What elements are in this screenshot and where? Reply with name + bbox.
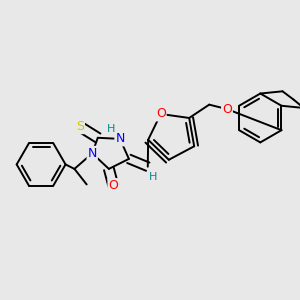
Text: O: O [156, 107, 166, 121]
Text: H: H [149, 172, 158, 182]
Text: H: H [107, 124, 115, 134]
Text: N: N [115, 132, 125, 146]
Text: S: S [76, 120, 84, 133]
Text: N: N [88, 147, 97, 160]
Text: O: O [108, 179, 118, 192]
Text: O: O [222, 103, 232, 116]
